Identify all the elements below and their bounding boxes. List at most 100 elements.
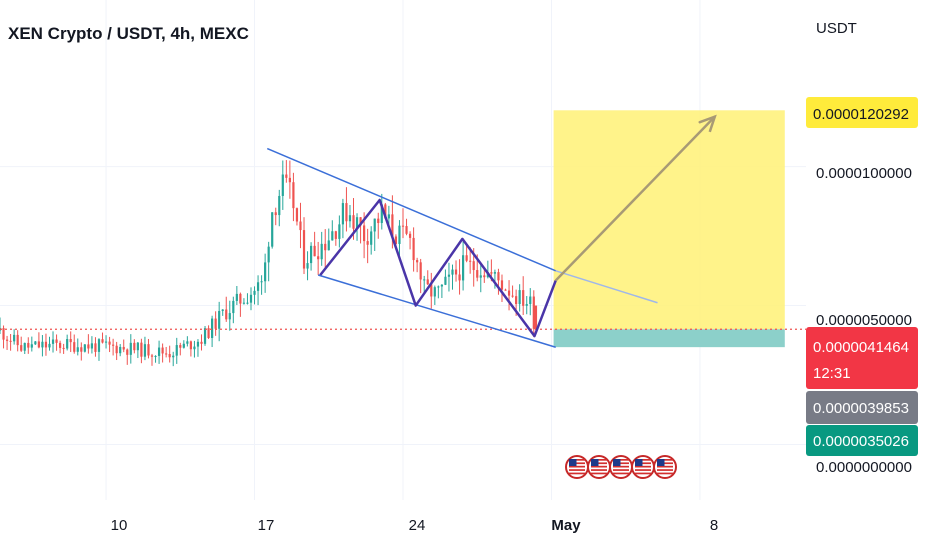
flag-stripe: [635, 472, 651, 475]
candle-body: [426, 279, 429, 285]
candle-body: [500, 280, 504, 290]
candle-body: [175, 345, 178, 356]
candle-body: [253, 290, 256, 295]
candle-body: [334, 231, 337, 239]
candle-body: [394, 236, 398, 244]
candle-body: [288, 177, 291, 183]
candle-body: [327, 240, 330, 251]
candle-body: [458, 274, 461, 281]
candle-body: [292, 182, 295, 209]
candle-body: [278, 195, 281, 216]
x-tick-label: 24: [409, 517, 426, 534]
candle-body: [497, 272, 500, 281]
candle-body: [302, 230, 306, 269]
candle-body: [260, 281, 263, 283]
flag-stripe: [635, 459, 651, 461]
candle-body: [235, 293, 238, 301]
candle-body: [172, 355, 175, 358]
candle-body: [239, 293, 242, 304]
candle-body: [228, 313, 231, 320]
candle-body: [51, 339, 55, 344]
candle-body: [143, 344, 147, 357]
candle-body: [461, 255, 465, 281]
time-axis[interactable]: 10 17 24 May 8: [111, 517, 719, 534]
candle-body: [331, 231, 334, 241]
x-tick-label: 17: [258, 517, 275, 534]
x-tick-label: 10: [111, 517, 128, 534]
candle-body: [83, 344, 86, 352]
candle-body: [419, 262, 422, 280]
candle-body: [80, 347, 83, 352]
candle-body: [534, 305, 538, 330]
us-flag-icon[interactable]: [653, 455, 677, 479]
channel-upper-line: [266, 147, 557, 272]
candle-body: [320, 243, 323, 260]
candle-body: [165, 353, 168, 355]
candle-body: [380, 204, 383, 224]
candle-body: [345, 203, 348, 222]
candle-body: [2, 328, 5, 340]
candle-body: [267, 246, 270, 263]
candle-body: [377, 218, 380, 224]
flag-stripe: [569, 465, 585, 468]
candle-body: [62, 347, 65, 349]
candle-body: [416, 260, 419, 263]
candle-body: [232, 300, 235, 314]
candle-body: [525, 304, 528, 306]
candle-body: [147, 344, 150, 356]
stop-price-tag: [806, 425, 918, 456]
candle-body: [529, 296, 532, 305]
us-flag-icon[interactable]: [587, 455, 611, 479]
mark-price-tag: [806, 391, 918, 424]
candle-body: [242, 302, 246, 304]
price-tags: 0.0000120292 0.0000041464 12:31 0.000003…: [806, 97, 918, 456]
candle-body: [101, 339, 104, 343]
candle-body: [76, 347, 79, 352]
candle-body: [34, 341, 37, 345]
candle-body: [30, 344, 33, 348]
us-flag-icon[interactable]: [565, 455, 589, 479]
flag-stripe: [613, 472, 629, 475]
x-tick-label: 8: [710, 517, 718, 534]
candle-body: [338, 224, 341, 239]
candle-body: [444, 276, 447, 285]
candle-body: [306, 263, 309, 269]
last-price-label: 0.0000041464: [813, 339, 909, 356]
candle-body: [48, 343, 51, 348]
us-flag-icon[interactable]: [609, 455, 633, 479]
target-arrow-line: [554, 115, 716, 282]
candle-body: [352, 215, 355, 229]
flag-stripe: [613, 462, 629, 465]
price-axis[interactable]: 0.0000100000 0.0000050000 0.0000000000: [816, 165, 912, 476]
candle-body: [256, 282, 260, 291]
candle-body: [469, 260, 472, 262]
candle-body: [112, 344, 115, 346]
candle-body: [451, 269, 454, 275]
candle-body: [126, 349, 129, 355]
candle-body: [490, 272, 493, 274]
candle-body: [370, 231, 373, 245]
candle-body: [507, 290, 511, 296]
candle-body: [97, 339, 101, 352]
candle-body: [295, 208, 299, 222]
flag-canton: [657, 459, 665, 466]
candle-body: [433, 287, 436, 297]
candle-body: [408, 233, 412, 238]
candle-body: [154, 355, 157, 357]
us-flag-icon[interactable]: [631, 455, 655, 479]
candle-body: [249, 294, 253, 303]
candle-body: [504, 289, 507, 291]
candle-body: [5, 339, 9, 341]
candle-body: [299, 221, 302, 231]
candle-body: [532, 296, 535, 329]
candle-body: [161, 347, 164, 354]
economic-events[interactable]: [565, 455, 677, 479]
candle-body: [430, 284, 433, 297]
candle-body: [387, 214, 390, 219]
target-price-tag: [806, 97, 918, 128]
candle-body: [274, 212, 277, 216]
flag-canton: [591, 459, 599, 466]
flag-stripe: [569, 462, 585, 465]
last-price-tag: [806, 327, 918, 389]
